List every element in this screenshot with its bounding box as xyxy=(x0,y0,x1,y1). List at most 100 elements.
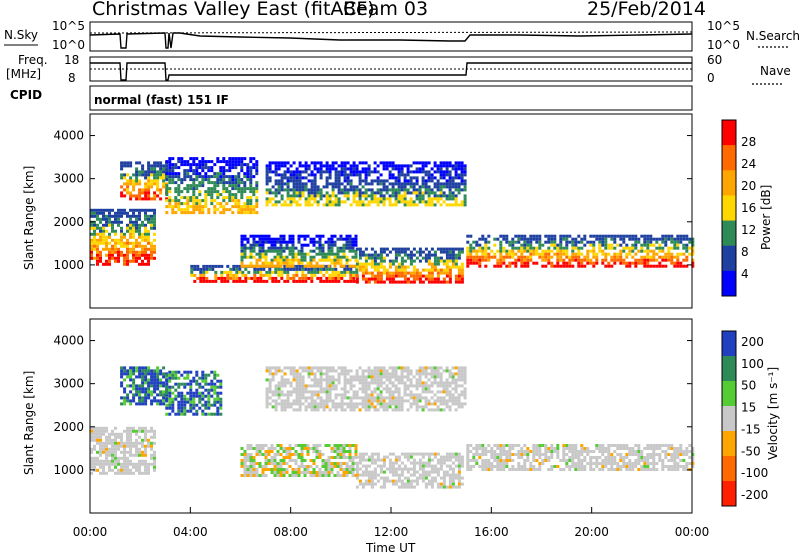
power-cell xyxy=(307,200,311,204)
velocity-cell xyxy=(147,369,151,373)
power-cell xyxy=(505,237,509,241)
power-cell xyxy=(577,264,581,268)
velocity-cell xyxy=(144,471,147,475)
power-cell xyxy=(126,256,129,260)
power-cell xyxy=(334,194,338,198)
power-cell xyxy=(568,234,572,238)
power-cell xyxy=(198,181,202,185)
velocity-cell xyxy=(114,435,117,439)
power-cell xyxy=(322,273,326,277)
velocity-cell xyxy=(348,447,352,450)
power-cell xyxy=(670,252,674,256)
power-cell xyxy=(400,268,404,272)
velocity-cell xyxy=(340,366,344,370)
power-cell xyxy=(676,258,680,262)
power-cell xyxy=(217,276,221,280)
velocity-cell xyxy=(351,465,355,468)
power-cell xyxy=(352,167,356,171)
velocity-cell xyxy=(345,462,349,465)
velocity-cell xyxy=(388,479,392,483)
velocity-cell xyxy=(150,402,154,406)
power-cell xyxy=(685,243,689,247)
velocity-cell xyxy=(144,393,148,397)
power-cell xyxy=(295,273,299,277)
velocity-cell xyxy=(457,405,461,409)
velocity-cell xyxy=(436,482,440,486)
velocity-cell xyxy=(361,378,365,382)
velocity-cell xyxy=(243,450,247,453)
power-cell xyxy=(283,173,287,177)
power-cell xyxy=(132,211,135,215)
power-cell xyxy=(385,185,389,189)
velocity-cell xyxy=(132,426,135,430)
velocity-cell xyxy=(102,426,105,430)
power-cell xyxy=(481,249,485,253)
velocity-cell xyxy=(132,381,136,385)
velocity-cell xyxy=(342,471,346,474)
velocity-cell xyxy=(397,402,401,406)
velocity-cell xyxy=(207,388,211,392)
power-cell xyxy=(397,197,401,201)
power-cell xyxy=(237,178,241,182)
power-cell xyxy=(294,255,298,259)
power-cell xyxy=(406,277,410,281)
velocity-cell xyxy=(373,476,377,480)
power-cell xyxy=(252,240,256,244)
power-cell xyxy=(240,169,244,173)
power-cell xyxy=(120,173,124,177)
velocity-cell xyxy=(298,405,302,409)
velocity-cell xyxy=(147,378,151,382)
velocity-cell xyxy=(138,450,141,454)
power-cell xyxy=(475,249,479,253)
velocity-cell xyxy=(267,447,271,450)
power-cell xyxy=(640,234,644,238)
velocity-cell xyxy=(303,468,307,471)
power-cell xyxy=(364,253,368,257)
power-cell xyxy=(433,265,437,269)
velocity-cell xyxy=(466,456,470,459)
velocity-cell xyxy=(361,470,365,474)
velocity-cell xyxy=(490,450,494,453)
power-cell xyxy=(141,164,145,168)
power-cell xyxy=(571,237,575,241)
velocity-cell xyxy=(445,455,449,459)
velocity-cell xyxy=(322,372,326,376)
power-cell xyxy=(159,191,163,195)
velocity-cell xyxy=(99,453,102,457)
power-cell xyxy=(96,241,99,245)
power-cell xyxy=(583,237,587,241)
velocity-cell xyxy=(132,399,136,403)
power-cell xyxy=(610,234,614,238)
velocity-cell xyxy=(123,378,127,382)
velocity-cell xyxy=(319,399,323,403)
velocity-cell xyxy=(403,393,407,397)
power-cell xyxy=(123,161,127,165)
power-cell xyxy=(330,261,334,265)
power-cell xyxy=(192,169,196,173)
velocity-cell xyxy=(412,464,416,468)
power-cell xyxy=(538,234,542,238)
power-cell xyxy=(499,246,503,250)
radar-title: Christmas Valley East (fitACF) xyxy=(92,0,375,20)
power-cell xyxy=(150,226,153,230)
power-cell xyxy=(216,202,220,206)
power-cell xyxy=(448,256,452,260)
power-cell xyxy=(514,258,518,262)
velocity-cell xyxy=(361,473,365,477)
power-cell xyxy=(186,184,190,188)
velocity-cell xyxy=(189,406,193,410)
power-cell xyxy=(189,157,193,161)
velocity-cell xyxy=(204,394,208,398)
power-cell xyxy=(358,247,362,251)
power-cell xyxy=(613,252,617,256)
power-cell xyxy=(183,169,187,173)
velocity-cell xyxy=(264,444,268,447)
power-cell xyxy=(607,264,611,268)
velocity-cell xyxy=(90,471,93,475)
velocity-cell xyxy=(351,444,355,447)
velocity-cell xyxy=(370,476,374,480)
velocity-cell xyxy=(481,444,485,447)
power-cell xyxy=(355,164,359,168)
velocity-cell xyxy=(379,405,383,409)
velocity-cell xyxy=(255,450,259,453)
